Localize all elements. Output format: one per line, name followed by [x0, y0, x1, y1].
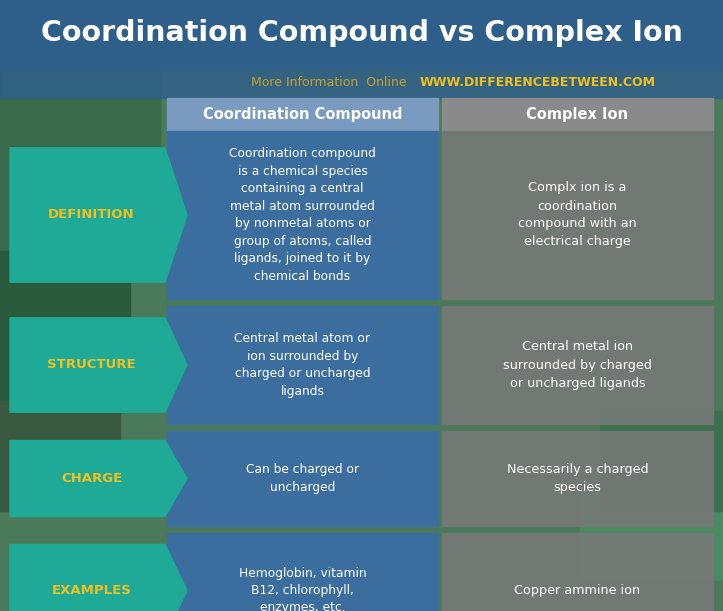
Text: WWW.DIFFERENCEBETWEEN.COM: WWW.DIFFERENCEBETWEEN.COM [420, 76, 656, 89]
Text: Copper ammine ion: Copper ammine ion [515, 584, 641, 597]
Bar [442, 131, 713, 299]
Text: More Information  Online: More Information Online [252, 76, 415, 89]
Text: DEFINITION: DEFINITION [48, 208, 134, 222]
Text: EXAMPLES: EXAMPLES [51, 584, 132, 597]
Text: Complx ion is a
coordination
compound with an
electrical charge: Complx ion is a coordination compound wi… [518, 181, 637, 249]
Polygon shape [10, 318, 187, 412]
Bar [0, 68, 723, 98]
Bar [442, 98, 713, 131]
Bar [167, 533, 438, 611]
Polygon shape [10, 441, 187, 516]
Text: Coordination Compound vs Complex Ion: Coordination Compound vs Complex Ion [40, 19, 683, 46]
Bar [0, 581, 723, 611]
Bar [0, 401, 120, 511]
Bar [0, 251, 130, 411]
Polygon shape [10, 148, 187, 282]
Bar [167, 98, 438, 131]
Text: Central metal atom or
ion surrounded by
charged or uncharged
ligands: Central metal atom or ion surrounded by … [234, 332, 370, 398]
Text: Complex Ion: Complex Ion [526, 107, 628, 122]
Polygon shape [10, 544, 187, 611]
Bar [167, 131, 438, 299]
Text: Coordination compound
is a chemical species
containing a central
metal atom surr: Coordination compound is a chemical spec… [229, 147, 376, 283]
Bar [167, 431, 438, 526]
Bar [580, 491, 723, 611]
Bar [442, 431, 713, 526]
Text: Necessarily a charged
species: Necessarily a charged species [507, 463, 649, 494]
Text: Central metal ion
surrounded by charged
or uncharged ligands: Central metal ion surrounded by charged … [503, 340, 652, 389]
Text: Hemoglobin, vitamin
B12, chlorophyll,
enzymes, etc.: Hemoglobin, vitamin B12, chlorophyll, en… [239, 566, 367, 611]
Bar [0, 0, 723, 68]
Text: STRUCTURE: STRUCTURE [47, 359, 136, 371]
Bar [442, 533, 713, 611]
Bar [442, 306, 713, 424]
Text: Can be charged or
uncharged: Can be charged or uncharged [246, 463, 359, 494]
Bar [167, 306, 438, 424]
Text: Coordination Compound: Coordination Compound [202, 107, 402, 122]
Text: CHARGE: CHARGE [61, 472, 122, 485]
Bar [0, 1, 160, 261]
Bar [600, 411, 723, 511]
